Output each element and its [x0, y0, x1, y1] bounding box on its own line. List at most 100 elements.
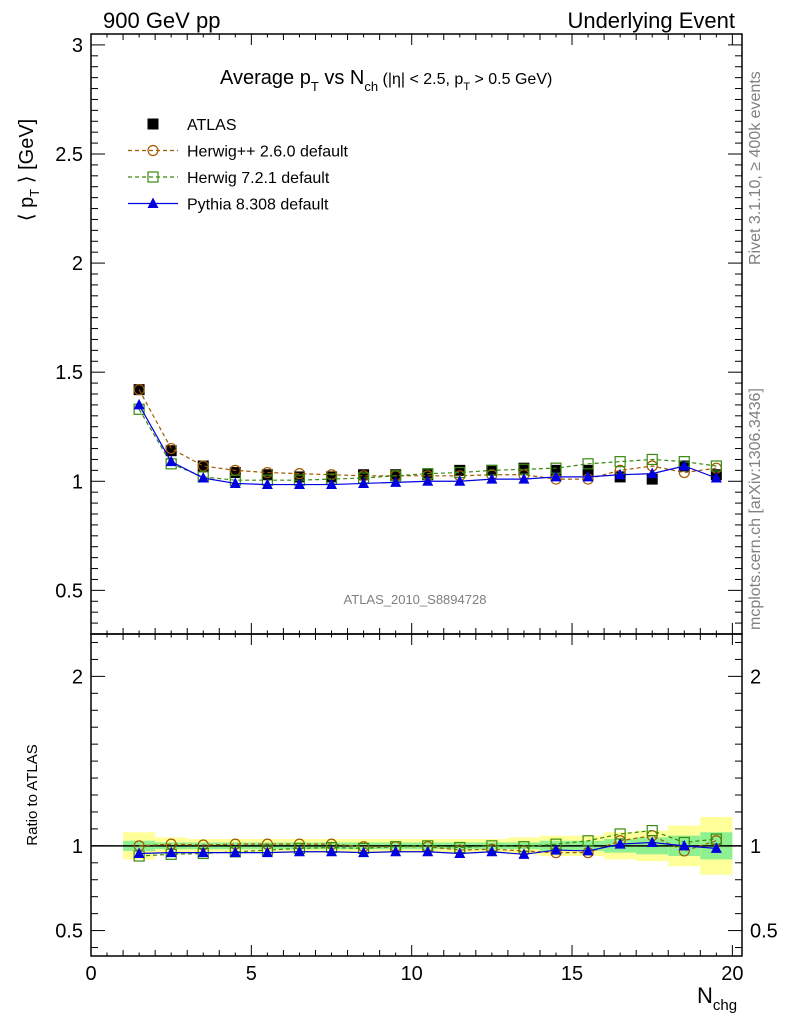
mc-point: [293, 845, 305, 857]
mc-point: [390, 845, 402, 857]
mcplots-label: mcplots.cern.ch [arXiv:1306.3436]: [747, 388, 764, 630]
data-point: [646, 473, 658, 485]
mc-point: [133, 398, 145, 410]
mc-point: [390, 476, 402, 487]
mc-point: [229, 846, 241, 858]
series-line: [138, 389, 717, 480]
x-tick-label: 15: [561, 963, 583, 985]
mc-point: [326, 478, 338, 490]
mc-point: [710, 842, 722, 853]
x-tick-label: 0: [85, 963, 96, 985]
main-ylabel: ⟨ pT ⟩ [GeV]: [16, 119, 42, 222]
mc-point: [646, 824, 658, 837]
mc-point: [518, 848, 530, 859]
mc-point: [486, 845, 498, 857]
data-point: [550, 464, 562, 476]
mc-point: [261, 478, 273, 490]
mc-point: [147, 144, 159, 157]
mc-point: [454, 847, 466, 858]
xlabel: Nchg: [697, 983, 737, 1014]
mc-point: [646, 836, 658, 847]
mc-point: [229, 477, 241, 488]
x-tick-label: 10: [401, 963, 423, 985]
mc-point: [165, 455, 177, 467]
data-point: [165, 445, 177, 457]
legend-label: Herwig 7.2.1 default: [187, 170, 330, 187]
data-point: [229, 467, 241, 479]
mc-point: [165, 442, 177, 455]
mc-point: [582, 844, 594, 856]
data-point: [518, 462, 530, 474]
mc-point: [550, 470, 562, 482]
y-tick-label: 0.5: [55, 580, 83, 602]
mc-point: [518, 473, 530, 484]
mc-point: [678, 839, 690, 851]
ratio-y-tick-label: 1: [72, 836, 83, 858]
mc-point: [614, 468, 626, 480]
mc-point: [358, 846, 370, 858]
mc-point: [197, 846, 209, 858]
mc-point: [197, 472, 209, 483]
mc-point: [147, 171, 159, 183]
ratio-y-tick-label-right: 0.5: [750, 921, 778, 943]
data-point: [326, 471, 338, 483]
ratio-bands: [91, 817, 742, 875]
y-tick-label: 1.5: [55, 362, 83, 384]
data-point: [293, 471, 305, 483]
legend-label: ATLAS: [187, 117, 237, 134]
plot-title: Average pT vs Nch (|η| < 2.5, pT > 0.5 G…: [220, 67, 552, 94]
mc-point: [133, 847, 145, 858]
mc-point: [147, 197, 159, 208]
rivet-label: Rivet 3.1.10, ≥ 400k events: [747, 71, 764, 265]
mc-point: [678, 460, 690, 471]
series-line: [138, 408, 717, 481]
mc-point: [293, 478, 305, 490]
mc-point: [422, 845, 434, 857]
mc-point: [454, 475, 466, 486]
y-tick-label: 2.5: [55, 144, 83, 166]
mc-point: [614, 456, 626, 468]
data-point: [390, 469, 402, 481]
mc-point: [646, 453, 658, 466]
y-tick-label: 3: [72, 35, 83, 57]
legend-label: Herwig++ 2.6.0 default: [187, 144, 349, 161]
x-tick-label: 20: [721, 963, 743, 985]
ratio-y-tick-label-right: 2: [750, 666, 761, 688]
mc-point: [261, 466, 273, 479]
mc-point: [710, 460, 722, 472]
ratio-frame: [90, 633, 743, 957]
mc-point: [550, 844, 562, 855]
mc-point: [646, 467, 658, 479]
mc-point: [582, 458, 594, 470]
mc-point: [486, 473, 498, 484]
mc-point: [326, 845, 338, 857]
x-tick-label: 5: [246, 963, 257, 985]
data-point: [147, 118, 159, 130]
header-right: Underlying Event: [567, 8, 735, 33]
mc-point: [710, 472, 722, 483]
mc-point: [133, 384, 145, 396]
ratio-ylabel: Ratio to ATLAS: [24, 744, 41, 845]
ratio-y-tick-label-right: 1: [750, 836, 761, 858]
y-tick-label: 1: [72, 471, 83, 493]
mc-point: [261, 846, 273, 858]
mc-point: [358, 477, 370, 488]
y-tick-label: 2: [72, 253, 83, 275]
mc-point: [422, 475, 434, 486]
ratio-y-tick-label: 2: [72, 666, 83, 688]
mc-point: [165, 846, 177, 858]
data-point: [422, 469, 434, 481]
ratio-y-tick-label: 0.5: [55, 921, 83, 943]
analysis-label: ATLAS_2010_S8894728: [344, 592, 487, 607]
series-layer: [133, 384, 722, 862]
mc-point: [197, 460, 209, 472]
axes-layer: 0 5 10 15 20 0.5 1 1.5 2 2.5 3 0.5 0.5 1 1 2 2: [55, 33, 778, 985]
mc-point: [614, 838, 626, 849]
mc-point: [582, 470, 594, 482]
data-point: [197, 460, 209, 472]
data-point: [358, 469, 370, 481]
data-point: [582, 464, 594, 476]
legend: ATLAS Herwig++ 2.6.0 default Herwig 7.2.1 …: [128, 117, 349, 214]
legend-label: Pythia 8.308 default: [187, 197, 329, 214]
